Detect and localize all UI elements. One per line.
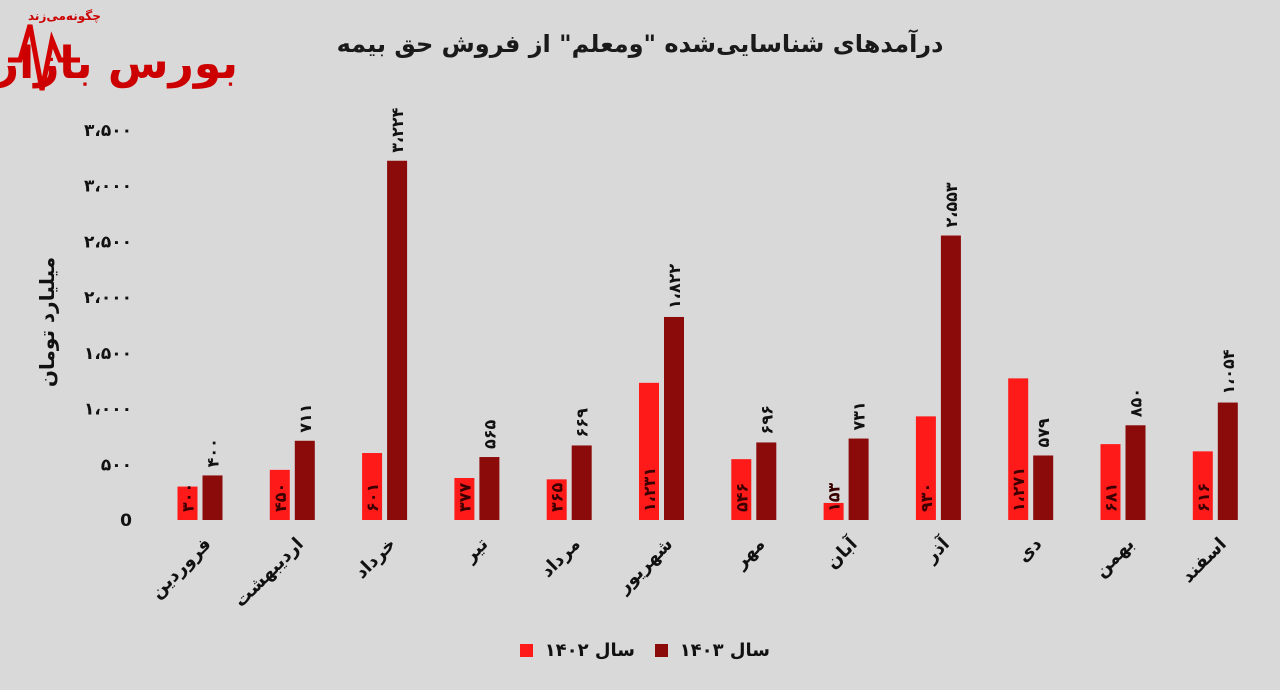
category-label: مرداد (537, 534, 585, 582)
bar-1402 (1008, 378, 1029, 520)
bar-1403 (756, 442, 777, 520)
y-axis-label: میلیارد تومان (35, 257, 59, 387)
category-label: فروردین (146, 534, 215, 603)
data-label-1402: ۹۳۰ (917, 483, 936, 512)
bar-1402 (1192, 451, 1213, 520)
data-label-1402: ۶۱۶ (1194, 483, 1213, 512)
data-label-1402: ۱،۲۳۱ (640, 467, 659, 512)
data-label-1403: ۵۶۵ (480, 420, 499, 450)
data-label-1403: ۲،۵۵۳ (942, 182, 961, 227)
y-axis-ticks: 0 ۵۰۰ ۱،۰۰۰ ۱،۵۰۰ ۲،۰۰۰ ۲،۵۰۰ ۳،۰۰۰ ۳،۵۰۰ (84, 121, 132, 531)
logo-tagline: چگونه‌می‌زند (28, 9, 101, 24)
category-label: مهر (730, 534, 770, 574)
bar-1402 (1100, 444, 1121, 520)
category-label: اسفند (1177, 534, 1230, 587)
bar-1402 (731, 459, 752, 520)
y-tick-label: ۳،۵۰۰ (84, 121, 132, 141)
legend-label-1403: سال ۱۴۰۳ (680, 640, 770, 661)
data-label-1403: ۵۷۹ (1034, 418, 1053, 448)
data-label-1403: ۷۱۱ (296, 403, 315, 432)
y-tick-label: ۱،۵۰۰ (84, 344, 132, 364)
logo-name: بورس بازار (0, 38, 238, 89)
data-label-1402: ۵۴۶ (732, 483, 751, 512)
bar-1403 (202, 475, 223, 520)
bar-1403 (940, 235, 961, 520)
category-label: خرداد (351, 534, 400, 583)
data-label-1402: ۱۵۳ (825, 482, 844, 512)
data-label-1402: ۶۸۱ (1102, 483, 1121, 512)
bar-1402 (915, 416, 936, 520)
bar-1403 (387, 160, 408, 521)
data-label-1403: ۶۶۹ (573, 408, 592, 438)
bar-1403 (479, 457, 500, 520)
legend: سال ۱۴۰۲ سال ۱۴۰۳ (520, 640, 770, 661)
data-label-1402: ۴۵۰ (271, 483, 290, 512)
bar-1403 (1033, 455, 1054, 520)
legend-swatch-1403 (655, 644, 668, 657)
bar-1402 (269, 469, 290, 520)
bar-1402 (362, 453, 383, 520)
chart-title: درآمدهای شناسایی‌شده "ومعلم" از فروش حق … (337, 29, 944, 58)
y-tick-label: ۲،۵۰۰ (84, 232, 132, 252)
y-tick-label: ۵۰۰ (101, 455, 132, 475)
logo-pulse-icon (8, 24, 80, 91)
data-label-1403: ۷۳۱ (850, 401, 869, 430)
bar-1403 (1125, 425, 1146, 520)
data-label-1402: ۱،۲۷۱ (1009, 467, 1028, 512)
bar-1403 (664, 316, 684, 520)
category-label: بهمن (1091, 534, 1139, 582)
data-labels: ۳۰۰ ۴۰۰ ۴۵۰ ۷۱۱ ۶۰۱ ۳،۲۲۴ ۳۷۷ ۵۶۵ ۳۶۵ ۶۶۹ ۱،۲۳۱ ۱،۸… (179, 107, 1238, 512)
bar-1403 (848, 438, 869, 520)
data-label-1403: ۱،۰۵۴ (1219, 349, 1238, 394)
bar-1403 (294, 440, 315, 520)
category-label: آبان (821, 532, 863, 574)
data-label-1402: ۳۷۷ (455, 482, 474, 512)
category-label: دی (1013, 534, 1046, 567)
data-label-1402: ۶۰۱ (363, 483, 382, 512)
bar-1403 (571, 445, 592, 520)
legend-swatch-1402 (520, 644, 533, 657)
logo: چگونه‌می‌زند بورس بازار (0, 9, 238, 91)
data-label-1403: ۶۹۶ (757, 405, 776, 434)
y-tick-label: ۱،۰۰۰ (84, 400, 132, 420)
bar-1403 (1217, 402, 1238, 520)
data-label-1402: ۳۰۰ (179, 483, 198, 512)
bar-1402 (546, 479, 567, 520)
category-label: آذر (919, 532, 955, 568)
data-label-1403: ۳،۲۲۴ (388, 107, 407, 152)
category-label: تیر (459, 534, 492, 567)
y-tick-label: ۲،۰۰۰ (84, 288, 132, 308)
category-labels: فروردین اردیبهشت خرداد تیر مرداد شهریور مهر آبا… (146, 532, 1230, 612)
legend-label-1402: سال ۱۴۰۲ (545, 640, 635, 661)
category-label: اردیبهشت (230, 534, 308, 612)
bars (177, 160, 1238, 521)
data-label-1403: ۱،۸۲۲ (665, 264, 684, 309)
data-label-1403: ۴۰۰ (204, 438, 223, 467)
data-label-1403: ۸۵۰ (1127, 388, 1146, 417)
category-label: شهریور (613, 534, 677, 598)
y-tick-label: 0 (120, 511, 132, 531)
y-tick-label: ۳،۰۰۰ (84, 177, 132, 197)
bar-1402 (639, 382, 659, 520)
bar-1402 (454, 477, 475, 520)
bar-1402 (177, 486, 198, 520)
data-label-1402: ۳۶۵ (548, 482, 567, 512)
bar-1402 (823, 502, 844, 520)
